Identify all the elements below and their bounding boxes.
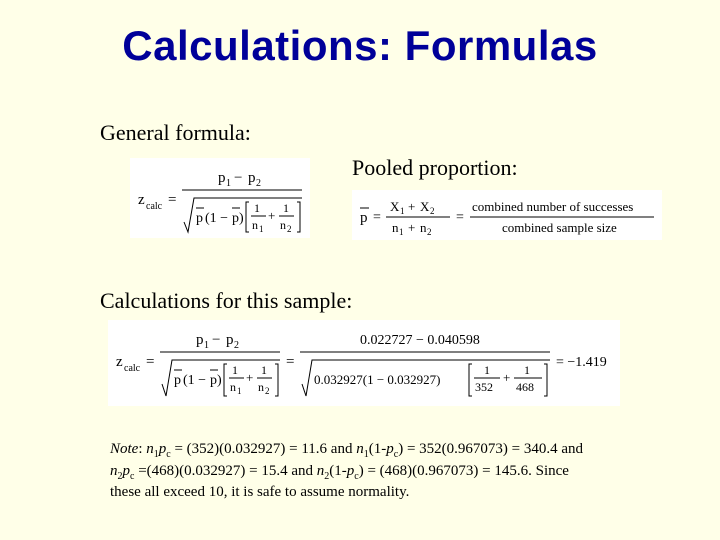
zcalc2-f1n: 1 xyxy=(484,363,490,377)
zcalc2-result: = −1.419 xyxy=(556,355,607,370)
pooled-plus1: + xyxy=(408,199,415,214)
note-eq2: = 352(0.967073) = 340.4 and xyxy=(403,441,583,457)
note-eq1: = (352)(0.032927) = 11.6 and xyxy=(171,441,357,457)
svg-text:1: 1 xyxy=(261,363,267,377)
den-n2: n xyxy=(280,218,286,232)
num-p2: p xyxy=(248,170,256,186)
num-p1: p xyxy=(218,170,226,186)
num-p1-sub: 1 xyxy=(226,178,231,189)
svg-text:p): p) xyxy=(232,211,244,226)
zcalc-z: z xyxy=(138,192,145,208)
svg-text:=: = xyxy=(286,354,294,370)
den-pbar: p xyxy=(196,211,203,226)
pooled-x1: X xyxy=(390,199,400,214)
note-eq3: =(468)(0.032927) = 15.4 and xyxy=(134,463,316,479)
zcalc2-sub: calc xyxy=(124,363,141,374)
svg-text:2: 2 xyxy=(234,340,239,351)
zcalc2-f1d: 352 xyxy=(475,380,493,394)
zcalc2-eq: = xyxy=(146,354,154,370)
formula-zcalc-general: z calc = p 1 − p 2 p (1 − p) 1 n xyxy=(130,158,310,238)
zcalc2-z: z xyxy=(116,354,123,370)
note-n2p: n xyxy=(110,463,118,479)
pooled-rhs-den: combined sample size xyxy=(502,220,617,235)
zcalc2-plus: + xyxy=(503,370,510,385)
den-1b: 1 xyxy=(283,201,289,215)
svg-text:(1 −: (1 − xyxy=(205,211,228,226)
formula-pooled-svg: p = X 1 + X 2 n 1 + n 2 = combined numbe… xyxy=(358,194,658,238)
svg-text:p): p) xyxy=(210,373,222,388)
note-pc2: p xyxy=(386,441,394,457)
formula-zcalc2-svg: z calc = p 1 − p 2 p (1 − p) 1 n 1 + 1 n xyxy=(114,324,616,404)
heading-calc: Calculations for this sample: xyxy=(100,288,352,314)
den-1a: 1 xyxy=(254,201,260,215)
svg-text:n: n xyxy=(258,380,264,394)
heading-general: General formula: xyxy=(100,120,251,146)
note-onem: (1- xyxy=(369,441,387,457)
num-p2-sub: 2 xyxy=(256,178,261,189)
svg-text:=: = xyxy=(168,192,176,208)
formula-pooled: p = X 1 + X 2 n 1 + n 2 = combined numbe… xyxy=(352,190,662,240)
svg-text:1: 1 xyxy=(204,340,209,351)
slide: Calculations: Formulas General formula: … xyxy=(0,0,720,540)
den-n1s: 1 xyxy=(259,224,264,234)
pooled-n2s: 2 xyxy=(427,227,432,237)
den-n1: n xyxy=(252,218,258,232)
pooled-x2: X xyxy=(420,199,430,214)
svg-text:p: p xyxy=(196,332,204,348)
zcalc2-f2d: 468 xyxy=(516,380,534,394)
pooled-rhs-num: combined number of successes xyxy=(472,199,633,214)
svg-text:p: p xyxy=(226,332,234,348)
svg-text:−: − xyxy=(212,332,220,348)
num-minus: − xyxy=(234,170,242,186)
svg-text:=: = xyxy=(456,210,464,225)
pooled-lhs: p xyxy=(360,210,368,226)
svg-text:1: 1 xyxy=(232,363,238,377)
note-eq4: = (468)(0.967073) = 145.6. Since xyxy=(364,463,569,479)
svg-text:n: n xyxy=(230,380,236,394)
slide-title: Calculations: Formulas xyxy=(0,22,720,70)
pooled-n2: n xyxy=(420,220,427,235)
pooled-eq: = xyxy=(373,210,381,225)
den-n2s: 2 xyxy=(287,224,292,234)
zcalc2-num: 0.022727 − 0.040598 xyxy=(360,333,480,348)
note-pc3: p xyxy=(123,463,131,479)
pooled-n1: n xyxy=(392,220,399,235)
note-n1p: n xyxy=(146,441,154,457)
zcalc-sub: calc xyxy=(146,201,163,212)
svg-text:p: p xyxy=(174,373,181,388)
note-tail: these all exceed 10, it is safe to assum… xyxy=(110,484,409,500)
note-n1b: n xyxy=(356,441,364,457)
den-plus: + xyxy=(268,208,275,223)
note-onem2: (1- xyxy=(329,463,347,479)
formula-zcalc-numeric: z calc = p 1 − p 2 p (1 − p) 1 n 1 + 1 n xyxy=(108,320,620,406)
pooled-plus2: + xyxy=(408,220,415,235)
pooled-x2s: 2 xyxy=(430,206,435,216)
pooled-n1s: 1 xyxy=(399,227,404,237)
svg-text:2: 2 xyxy=(265,386,270,396)
note-paragraph: Note: n1pc = (352)(0.032927) = 11.6 and … xyxy=(110,440,620,502)
zcalc2-f2n: 1 xyxy=(524,363,530,377)
zcalc2-den-inside: 0.032927(1 − 0.032927) xyxy=(314,372,441,387)
formula-zcalc-svg: z calc = p 1 − p 2 p (1 − p) 1 n xyxy=(136,162,304,236)
svg-text:1: 1 xyxy=(237,386,242,396)
heading-pooled: Pooled proportion: xyxy=(352,155,518,181)
svg-text:(1 −: (1 − xyxy=(183,373,206,388)
note-label: Note xyxy=(110,441,138,457)
pooled-x1s: 1 xyxy=(400,206,405,216)
svg-text:+: + xyxy=(246,370,253,385)
